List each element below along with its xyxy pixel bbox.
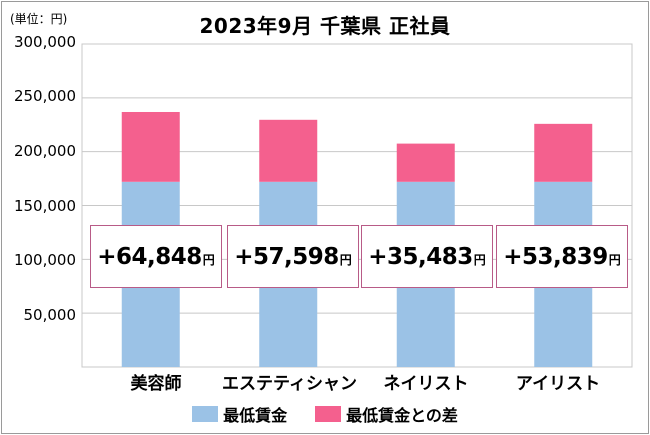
chart-title: 2023年9月 千葉県 正社員 xyxy=(199,14,451,38)
difference-label-box: +57,598 円 xyxy=(227,225,359,288)
legend-label: 最低賃金 xyxy=(223,406,288,425)
difference-unit: 円 xyxy=(473,253,486,267)
difference-label-box: +35,483 円 xyxy=(361,225,493,288)
y-tick-label: 150,000 xyxy=(13,197,76,215)
category-label: エステティシャン xyxy=(222,374,357,394)
difference-value: +57,598 xyxy=(234,243,339,270)
legend-swatch-diff xyxy=(315,406,342,422)
unit-label: (単位：円) xyxy=(10,12,68,26)
legend-label: 最低賃金との差 xyxy=(346,406,458,425)
difference-label-box: +64,848 円 xyxy=(90,225,222,288)
category-label: アイリスト xyxy=(515,374,601,394)
plot-border xyxy=(81,43,633,368)
y-tick-label: 50,000 xyxy=(23,306,77,324)
bar-diff xyxy=(396,143,455,182)
bar-diff xyxy=(534,123,593,182)
y-tick-label: 250,000 xyxy=(13,87,76,105)
category-label: ネイリスト xyxy=(383,374,469,394)
bar-diff xyxy=(121,111,180,182)
difference-label-box: +53,839 円 xyxy=(496,225,628,288)
difference-value: +35,483 xyxy=(368,243,473,270)
difference-value: +64,848 xyxy=(97,243,202,270)
legend-item-diff: 最低賃金との差 xyxy=(315,402,458,426)
legend: 最低賃金 最低賃金との差 xyxy=(2,402,648,426)
y-tick-label: 300,000 xyxy=(13,33,76,51)
difference-unit: 円 xyxy=(608,253,621,267)
y-tick-label: 200,000 xyxy=(13,142,76,160)
difference-unit: 円 xyxy=(339,253,352,267)
bar-diff xyxy=(259,119,318,182)
difference-value: +53,839 xyxy=(503,243,608,270)
y-tick-label: 100,000 xyxy=(13,251,76,269)
legend-swatch-min-wage xyxy=(192,406,219,422)
category-label: 美容師 xyxy=(130,374,182,394)
legend-item-min-wage: 最低賃金 xyxy=(192,402,287,426)
difference-unit: 円 xyxy=(202,253,215,267)
